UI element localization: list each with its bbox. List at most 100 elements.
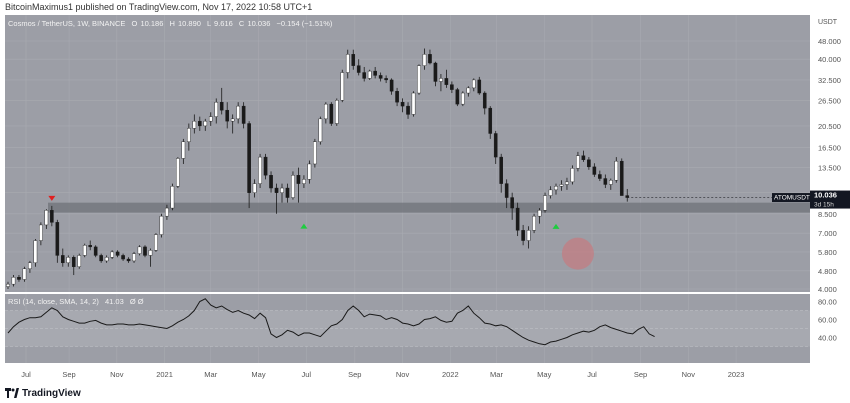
- candle-body: [302, 179, 306, 184]
- candle-body: [115, 251, 120, 256]
- candle-body: [66, 257, 71, 264]
- price-tick-label: 8.500: [818, 210, 837, 219]
- pane-divider[interactable]: [5, 292, 810, 294]
- time-tick-label: Jul: [587, 370, 597, 379]
- candle-body: [214, 101, 219, 117]
- candle: [537, 208, 542, 224]
- time-axis[interactable]: Jul Sep Nov 2021 Mar May Jul Sep Nov 2022 Mar May Ju…: [21, 370, 744, 379]
- candle-body: [263, 156, 268, 176]
- candle-body: [154, 234, 158, 251]
- candle: [104, 255, 109, 263]
- candle-body: [225, 109, 230, 122]
- candle: [159, 213, 164, 238]
- candle-body: [274, 187, 279, 193]
- candle-body: [450, 84, 454, 90]
- price-tick-label: 20.500: [818, 122, 841, 131]
- tag-price-value: 10.036: [814, 191, 837, 200]
- candle: [110, 250, 114, 260]
- candle-body: [93, 246, 98, 256]
- candle: [236, 102, 240, 124]
- time-tick-label: May: [537, 370, 551, 379]
- candle: [417, 64, 421, 95]
- candle-body: [39, 224, 43, 241]
- price-tick-label: 48.000: [818, 37, 841, 46]
- candle-body: [477, 79, 482, 94]
- candle: [351, 49, 356, 70]
- candle-body: [548, 189, 553, 196]
- candle-body: [165, 207, 169, 217]
- candle-body: [104, 257, 109, 262]
- candle-body: [570, 168, 575, 183]
- bearish-marker-icon: [48, 195, 56, 201]
- candle-body: [504, 183, 509, 198]
- candle-body: [592, 166, 597, 175]
- candle-body: [132, 253, 136, 262]
- candle-body: [576, 155, 580, 169]
- rsi-tick-label: 60.00: [818, 316, 837, 325]
- price-pane-background: [5, 15, 810, 292]
- candle: [203, 118, 208, 131]
- rsi-tick-label: 80.00: [818, 298, 837, 307]
- close-value: 10.036: [247, 19, 270, 28]
- publish-header: BitcoinMaximus1 published on TradingView…: [0, 0, 850, 15]
- candle-body: [482, 92, 487, 109]
- symbol-name: Cosmos / TetherUS, 1W, BINANCE: [8, 19, 125, 28]
- candle: [154, 233, 158, 252]
- price-tick-label: 13.500: [818, 164, 841, 173]
- candle-body: [121, 255, 125, 260]
- candle: [291, 171, 295, 200]
- candle: [148, 248, 153, 267]
- candle: [455, 87, 460, 107]
- footer: TradingView: [0, 384, 850, 403]
- low-value: 9.616: [214, 19, 233, 28]
- candle: [192, 114, 197, 134]
- time-tick-label: Sep: [62, 370, 75, 379]
- candle-body: [619, 160, 624, 196]
- candle-body: [356, 65, 361, 73]
- candle-body: [148, 250, 153, 256]
- candle-body: [50, 210, 54, 223]
- candle-body: [329, 103, 334, 124]
- candle: [565, 177, 569, 190]
- candle-body: [554, 186, 558, 191]
- tag-price-background: [810, 190, 850, 209]
- candle: [39, 222, 43, 246]
- candle-body: [603, 178, 608, 185]
- time-tick-label: Nov: [682, 370, 696, 379]
- candle: [504, 179, 509, 209]
- price-tick-label: 4.800: [818, 267, 837, 276]
- candle: [543, 192, 547, 213]
- rsi-pane[interactable]: [5, 294, 810, 363]
- candle-body: [291, 175, 295, 198]
- price-pane[interactable]: [5, 15, 810, 292]
- candle: [6, 281, 10, 289]
- candle-body: [11, 277, 16, 285]
- candle-body: [252, 183, 257, 193]
- candle-body: [285, 187, 290, 198]
- highlight-circle: [561, 237, 594, 270]
- tag-symbol-background: [772, 193, 810, 203]
- rsi-label: RSI (14, close, SMA, 14, 2): [8, 297, 99, 306]
- rsi-legend: RSI (14, close, SMA, 14, 2) 41.03 Ø Ø: [8, 297, 144, 306]
- candle: [33, 239, 38, 267]
- candle-body: [598, 174, 602, 179]
- candle-body: [159, 215, 164, 235]
- candle: [422, 48, 427, 70]
- candle-body: [236, 105, 240, 120]
- candle: [137, 245, 142, 256]
- candle-body: [17, 277, 21, 280]
- price-tick-label: 32.500: [818, 76, 841, 85]
- candle: [170, 183, 175, 211]
- candle: [17, 275, 21, 282]
- time-tick-label: Sep: [634, 370, 647, 379]
- chart-area[interactable]: 48.000 40.000 32.500 26.500 20.500 16.500 13.5…: [0, 15, 850, 384]
- candle-body: [22, 268, 27, 280]
- candle: [285, 183, 290, 203]
- price-tick-label: 26.500: [818, 96, 841, 105]
- candle: [28, 260, 32, 273]
- candle-body: [345, 54, 350, 73]
- candle: [82, 243, 87, 258]
- candle: [219, 87, 224, 115]
- candle: [515, 202, 520, 237]
